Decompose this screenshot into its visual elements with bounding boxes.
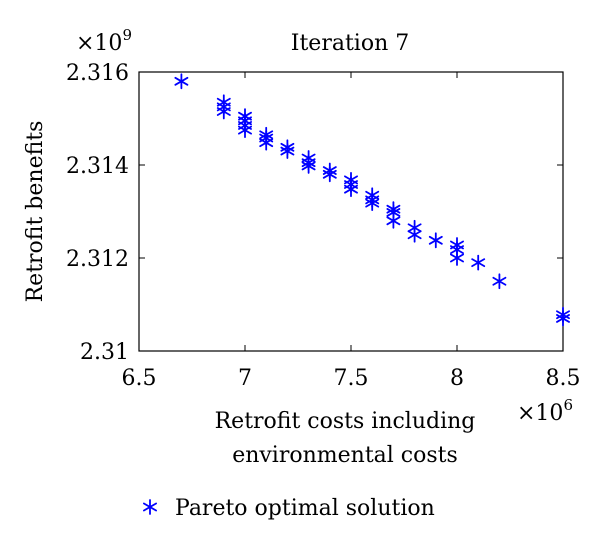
x-tick-label: 8.5 bbox=[546, 366, 581, 391]
pareto-point-marker bbox=[428, 232, 443, 249]
pareto-point-marker bbox=[322, 166, 337, 183]
pareto-point-marker bbox=[301, 158, 316, 174]
legend: Pareto optimal solution bbox=[143, 496, 435, 521]
x-axis-multiplier: ×106 bbox=[517, 396, 573, 426]
pareto-point-marker bbox=[492, 273, 507, 290]
x-tick-label: 7.5 bbox=[334, 366, 369, 391]
pareto-point-marker bbox=[471, 254, 486, 271]
pareto-point-marker bbox=[238, 122, 252, 139]
y-tick-label: 2.316 bbox=[66, 61, 129, 86]
y-axis-multiplier: ×109 bbox=[76, 26, 132, 56]
pareto-point-marker bbox=[344, 181, 358, 198]
x-axis-label-line-2: environmental costs bbox=[232, 443, 458, 468]
multiplier-text: ×106 bbox=[517, 396, 573, 426]
data-points bbox=[174, 73, 570, 327]
pareto-point-marker bbox=[365, 195, 380, 212]
pareto-point-marker bbox=[216, 103, 231, 120]
x-axis-label-line-1: Retrofit costs including bbox=[215, 409, 476, 434]
pareto-point-marker bbox=[174, 73, 189, 90]
multiplier-text: ×109 bbox=[76, 26, 132, 56]
pareto-point-marker bbox=[407, 226, 422, 243]
pareto-point-marker bbox=[450, 250, 464, 266]
chart-title: Iteration 7 bbox=[291, 31, 409, 56]
legend-label: Pareto optimal solution bbox=[175, 496, 435, 521]
plot-area-frame bbox=[138, 71, 564, 352]
pareto-point-marker bbox=[386, 212, 401, 229]
pareto-point-marker bbox=[259, 134, 274, 151]
x-tick-label: 8 bbox=[450, 366, 464, 391]
y-axis-label: Retrofit benefits bbox=[23, 121, 48, 303]
x-axis-ticks: 6.5 7 7.5 8 8.5 bbox=[122, 72, 581, 391]
pareto-point-marker bbox=[556, 310, 570, 327]
y-axis-ticks: 2.31 2.312 2.314 2.316 bbox=[66, 61, 563, 365]
x-tick-label: 7 bbox=[238, 366, 252, 391]
pareto-point-marker bbox=[280, 143, 295, 159]
y-tick-label: 2.314 bbox=[66, 154, 129, 179]
y-tick-label: 2.312 bbox=[66, 247, 129, 272]
legend-marker bbox=[143, 499, 157, 515]
y-tick-label: 2.31 bbox=[80, 340, 129, 365]
x-tick-label: 6.5 bbox=[122, 366, 157, 391]
